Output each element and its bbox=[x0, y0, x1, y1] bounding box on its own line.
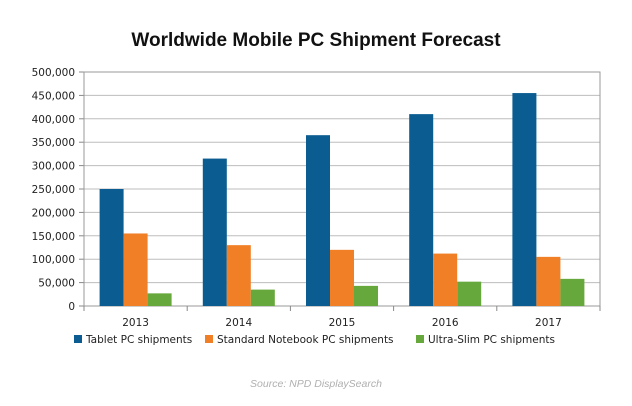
bars bbox=[99, 93, 585, 307]
y-tick-label: 200,000 bbox=[32, 207, 75, 219]
bar bbox=[330, 249, 354, 306]
bar bbox=[202, 158, 227, 306]
chart-title: Worldwide Mobile PC Shipment Forecast bbox=[131, 30, 501, 51]
bar bbox=[512, 93, 537, 306]
y-tick-label: 500,000 bbox=[32, 67, 75, 79]
y-tick-label: 250,000 bbox=[32, 184, 75, 196]
y-tick-label: 0 bbox=[68, 301, 75, 313]
legend-swatch bbox=[205, 335, 213, 343]
legend: Tablet PC shipments Standard Notebook PC … bbox=[74, 334, 555, 346]
x-tick-label: 2014 bbox=[225, 317, 252, 329]
bar bbox=[536, 256, 561, 306]
bar bbox=[123, 233, 148, 306]
bar bbox=[250, 289, 275, 306]
legend-label: Ultra-Slim PC shipments bbox=[428, 334, 555, 346]
bar bbox=[457, 281, 482, 306]
y-tick-label: 400,000 bbox=[32, 114, 75, 126]
legend-swatch bbox=[416, 335, 424, 343]
x-tick-label: 2017 bbox=[535, 317, 562, 329]
legend-swatch bbox=[74, 335, 82, 343]
bar bbox=[433, 253, 458, 306]
bar bbox=[147, 293, 172, 306]
axes: 0 50,000 100,000 150,000 200,000 250,000 300,0… bbox=[32, 67, 601, 329]
bar bbox=[560, 278, 585, 306]
y-tick-label: 350,000 bbox=[32, 137, 75, 149]
x-tick-label: 2015 bbox=[329, 317, 356, 329]
y-tick-label: 150,000 bbox=[32, 231, 75, 243]
y-tick-label: 100,000 bbox=[32, 254, 75, 266]
y-tick-label: 450,000 bbox=[32, 90, 75, 102]
bar bbox=[226, 245, 251, 306]
x-tick-label: 2016 bbox=[432, 317, 459, 329]
source-note: Source: NPD DisplaySearch bbox=[250, 378, 382, 390]
bar bbox=[99, 189, 124, 306]
y-tick-label: 50,000 bbox=[38, 278, 75, 290]
legend-label: Standard Notebook PC shipments bbox=[217, 334, 394, 346]
bar bbox=[354, 285, 378, 306]
y-tick-label: 300,000 bbox=[32, 161, 75, 173]
bar bbox=[409, 114, 434, 307]
x-tick-label: 2013 bbox=[122, 317, 149, 329]
legend-label: Tablet PC shipments bbox=[85, 334, 192, 346]
bar bbox=[306, 135, 330, 306]
